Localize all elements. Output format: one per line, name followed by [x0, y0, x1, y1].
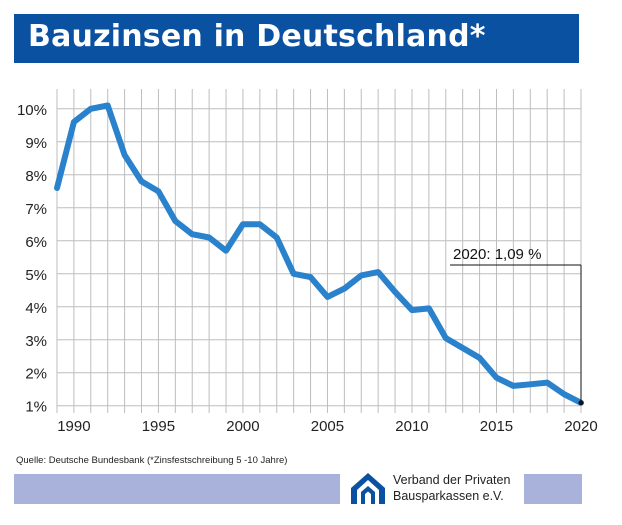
annotation: 2020: 1,09 % — [450, 246, 584, 406]
chart-title: Bauzinsen in Deutschland* — [28, 19, 486, 54]
organization-line-2: Bausparkassen e.V. — [393, 489, 504, 503]
x-tick-label: 2000 — [226, 418, 259, 435]
series-line — [54, 102, 584, 406]
x-tick-label: 1990 — [57, 418, 90, 435]
y-tick-label: 3% — [25, 333, 47, 350]
y-tick-label: 7% — [25, 201, 47, 218]
y-tick-label: 6% — [25, 234, 47, 251]
x-tick-label: 2010 — [395, 418, 428, 435]
source-note: Quelle: Deutsche Bundesbank (*Zinsfestsc… — [16, 455, 288, 466]
y-tick-label: 10% — [17, 102, 47, 119]
y-tick-label: 2% — [25, 366, 47, 383]
y-tick-label: 1% — [25, 399, 47, 416]
house-logo-icon — [351, 473, 385, 504]
footer-band-right — [524, 474, 582, 504]
annotation-label: 2020: 1,09 % — [453, 246, 541, 263]
x-tick-label: 1995 — [142, 418, 175, 435]
x-tick-label: 2020 — [564, 418, 597, 435]
data-series — [54, 102, 584, 406]
x-axis-labels: 1990 1995 2000 2005 2010 2015 2020 — [57, 418, 597, 435]
y-tick-label: 8% — [25, 168, 47, 185]
y-tick-label: 9% — [25, 135, 47, 152]
y-tick-label: 4% — [25, 300, 47, 317]
annotation-point — [578, 400, 584, 406]
x-tick-label: 2005 — [311, 418, 344, 435]
organization-name: Verband der Privaten Bausparkassen e.V. — [393, 472, 510, 504]
y-axis-labels: 1% 2% 3% 4% 5% 6% 7% 8% 9% 10% — [17, 102, 47, 416]
x-tick-label: 2015 — [480, 418, 513, 435]
line-chart: 1% 2% 3% 4% 5% 6% 7% 8% 9% 10% 1990 1995 2000 2005 20… — [17, 89, 598, 435]
organization-line-1: Verband der Privaten — [393, 473, 511, 487]
footer-band-left — [14, 474, 340, 504]
y-tick-label: 5% — [25, 267, 47, 284]
title-bar: Bauzinsen in Deutschland* — [14, 14, 579, 63]
